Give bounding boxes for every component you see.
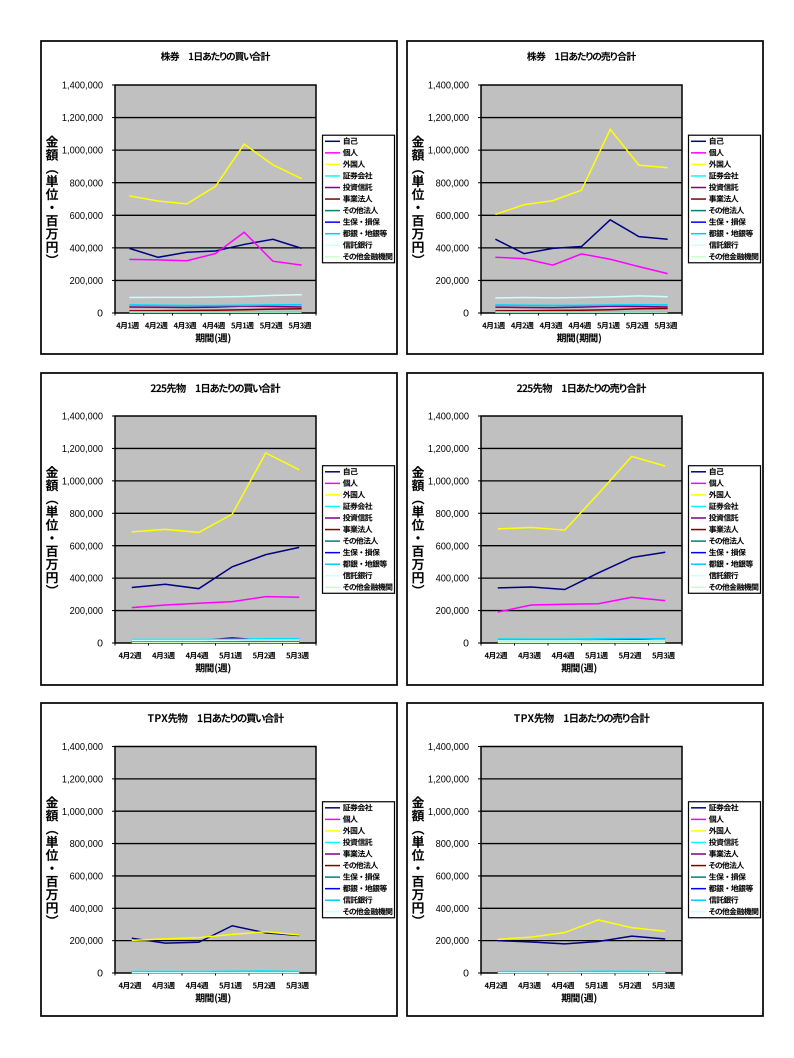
svg-text:800,000: 800,000 [436, 838, 470, 850]
svg-text:1,000,000: 1,000,000 [428, 145, 469, 157]
svg-text:400,000: 400,000 [70, 573, 104, 585]
svg-text:800,000: 800,000 [70, 508, 104, 520]
svg-text:0: 0 [463, 638, 469, 650]
svg-text:400,000: 400,000 [70, 242, 104, 254]
svg-text:1,000,000: 1,000,000 [428, 806, 469, 818]
svg-text:800,000: 800,000 [70, 838, 104, 850]
svg-text:1,000,000: 1,000,000 [428, 475, 469, 487]
svg-text:1,000,000: 1,000,000 [62, 145, 103, 157]
svg-text:200,000: 200,000 [70, 605, 104, 617]
svg-text:0: 0 [463, 968, 469, 980]
svg-text:1,200,000: 1,200,000 [428, 773, 469, 785]
svg-text:0: 0 [97, 308, 103, 320]
svg-text:400,000: 400,000 [436, 573, 470, 585]
svg-text:800,000: 800,000 [436, 177, 470, 189]
svg-text:0: 0 [463, 308, 469, 320]
svg-text:200,000: 200,000 [436, 275, 470, 287]
svg-text:200,000: 200,000 [70, 275, 104, 287]
svg-text:1,200,000: 1,200,000 [428, 443, 469, 455]
svg-text:1,000,000: 1,000,000 [62, 806, 103, 818]
svg-text:600,000: 600,000 [436, 210, 470, 222]
svg-text:1,400,000: 1,400,000 [62, 80, 103, 92]
svg-text:1,200,000: 1,200,000 [428, 112, 469, 124]
svg-text:0: 0 [97, 638, 103, 650]
svg-text:1,000,000: 1,000,000 [62, 475, 103, 487]
svg-text:1,400,000: 1,400,000 [62, 741, 103, 753]
svg-text:400,000: 400,000 [70, 903, 104, 915]
svg-text:600,000: 600,000 [436, 540, 470, 552]
svg-text:800,000: 800,000 [70, 177, 104, 189]
svg-text:600,000: 600,000 [70, 540, 104, 552]
svg-text:1,200,000: 1,200,000 [62, 443, 103, 455]
svg-text:400,000: 400,000 [436, 903, 470, 915]
svg-text:0: 0 [97, 968, 103, 980]
svg-text:1,400,000: 1,400,000 [428, 741, 469, 753]
svg-text:800,000: 800,000 [436, 508, 470, 520]
svg-text:600,000: 600,000 [70, 210, 104, 222]
svg-text:600,000: 600,000 [436, 871, 470, 883]
svg-text:1,200,000: 1,200,000 [62, 773, 103, 785]
svg-text:200,000: 200,000 [70, 935, 104, 947]
svg-text:1,400,000: 1,400,000 [428, 80, 469, 92]
svg-text:1,400,000: 1,400,000 [62, 411, 103, 423]
svg-text:1,200,000: 1,200,000 [62, 112, 103, 124]
svg-text:200,000: 200,000 [436, 935, 470, 947]
svg-text:400,000: 400,000 [436, 242, 470, 254]
svg-text:200,000: 200,000 [436, 605, 470, 617]
svg-text:600,000: 600,000 [70, 871, 104, 883]
svg-text:1,400,000: 1,400,000 [428, 411, 469, 423]
